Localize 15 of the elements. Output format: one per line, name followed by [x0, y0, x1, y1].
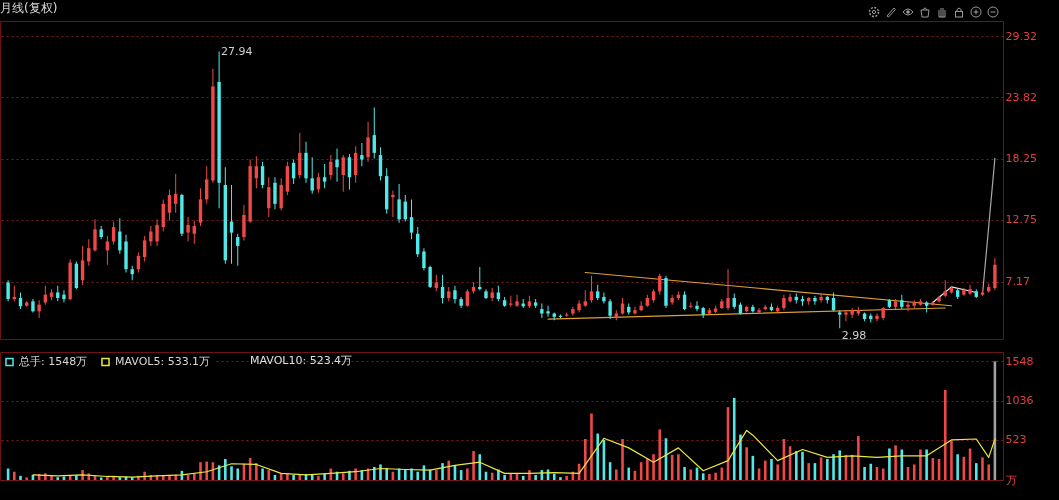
y-tick-label: 12.75: [1005, 213, 1037, 227]
y-tick-label: 23.82: [1005, 90, 1037, 104]
legend-label: MAVOL5: 533.1万: [115, 354, 211, 368]
y-tick-label: 1036: [1005, 394, 1034, 408]
y-tick-label: 18.25: [1005, 152, 1037, 166]
y-tick-label: 万: [1005, 473, 1017, 487]
legend-label: 总手: 1548万: [18, 354, 88, 368]
chart-title: 月线(复权): [0, 1, 58, 15]
annotation: 2.98: [841, 329, 867, 343]
y-tick-label: 1548: [1005, 354, 1034, 368]
y-tick-label: 7.17: [1005, 275, 1030, 289]
y-tick-label: 523: [1005, 433, 1027, 447]
annotation: 27.94: [221, 44, 253, 58]
annotation: MAVOL10: 523.4万: [250, 354, 353, 367]
y-tick-label: 29.32: [1005, 29, 1037, 43]
